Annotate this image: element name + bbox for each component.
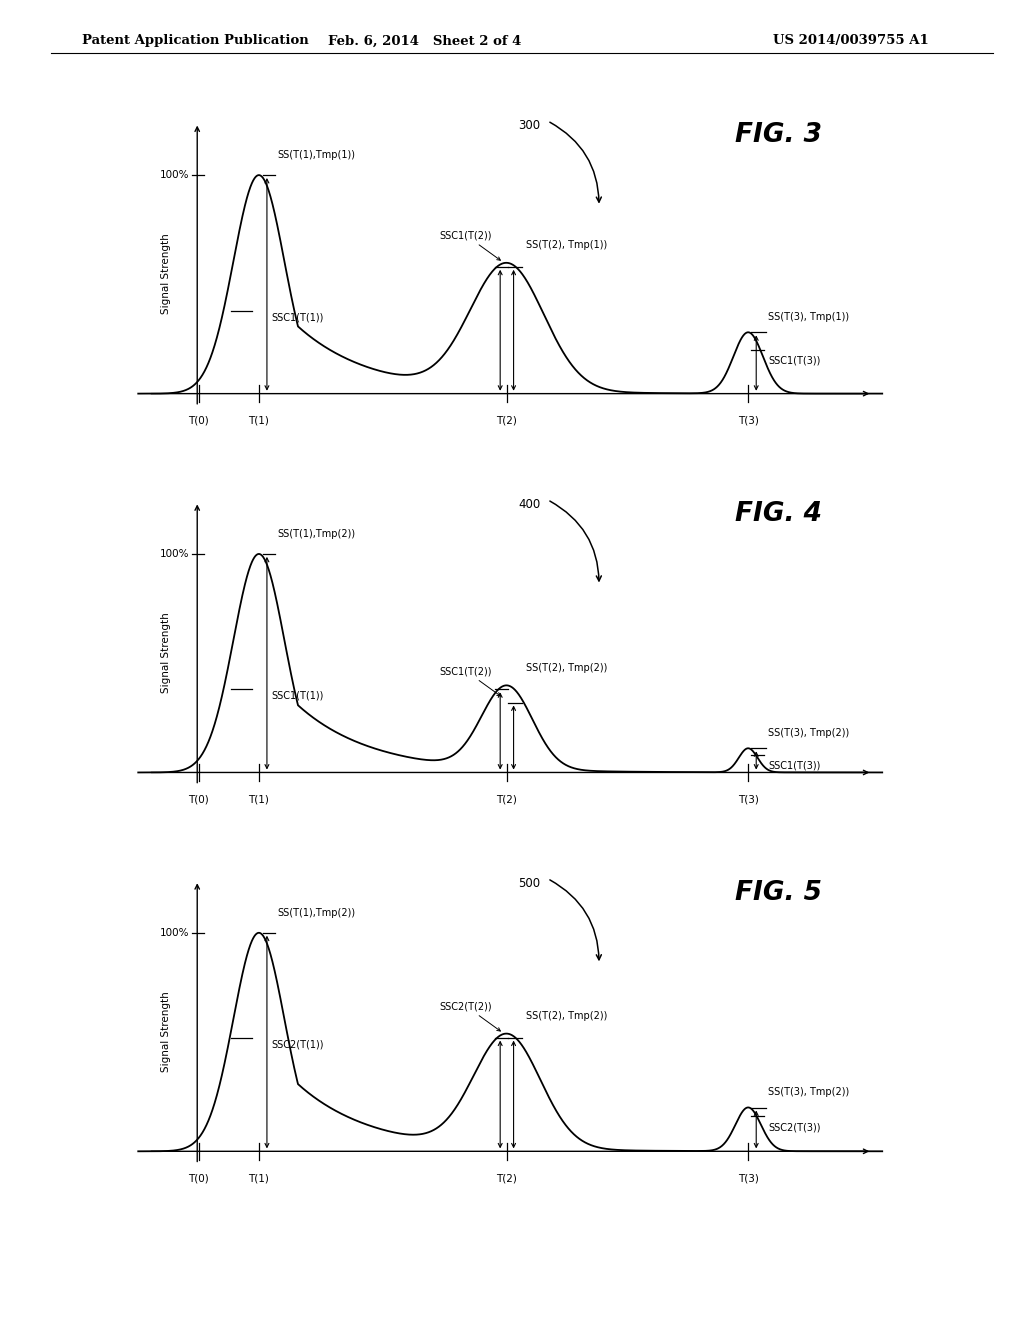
Text: SS(T(2), Tmp(2)): SS(T(2), Tmp(2)) bbox=[525, 663, 607, 673]
Text: SSC1(T(2)): SSC1(T(2)) bbox=[440, 231, 501, 260]
Text: FIG. 3: FIG. 3 bbox=[735, 123, 822, 148]
Text: SS(T(1),Tmp(2)): SS(T(1),Tmp(2)) bbox=[278, 908, 355, 919]
Text: 500: 500 bbox=[518, 876, 540, 890]
Text: US 2014/0039755 A1: US 2014/0039755 A1 bbox=[773, 34, 929, 48]
Text: T(0): T(0) bbox=[188, 795, 209, 804]
Text: T(0): T(0) bbox=[188, 1173, 209, 1183]
Text: SSC2(T(3)): SSC2(T(3)) bbox=[768, 1122, 821, 1133]
Text: SS(T(2), Tmp(2)): SS(T(2), Tmp(2)) bbox=[525, 1011, 607, 1020]
Text: SS(T(1),Tmp(1)): SS(T(1),Tmp(1)) bbox=[278, 150, 355, 161]
Text: SSC1(T(1)): SSC1(T(1)) bbox=[271, 312, 324, 322]
Text: SSC1(T(3)): SSC1(T(3)) bbox=[768, 356, 820, 366]
Text: SSC1(T(3)): SSC1(T(3)) bbox=[768, 760, 820, 771]
Text: SSC2(T(2)): SSC2(T(2)) bbox=[440, 1002, 501, 1031]
Text: 100%: 100% bbox=[160, 549, 189, 558]
Text: 400: 400 bbox=[518, 498, 541, 511]
Text: SS(T(3), Tmp(2)): SS(T(3), Tmp(2)) bbox=[768, 729, 850, 738]
Text: FIG. 5: FIG. 5 bbox=[735, 880, 822, 906]
Text: Signal Strength: Signal Strength bbox=[162, 991, 171, 1072]
Text: T(1): T(1) bbox=[249, 1173, 269, 1183]
Text: T(3): T(3) bbox=[737, 795, 759, 804]
Text: SS(T(1),Tmp(2)): SS(T(1),Tmp(2)) bbox=[278, 529, 355, 540]
Text: FIG. 4: FIG. 4 bbox=[735, 502, 822, 527]
Text: SSC1(T(1)): SSC1(T(1)) bbox=[271, 690, 324, 701]
Text: Signal Strength: Signal Strength bbox=[162, 234, 171, 314]
Text: Feb. 6, 2014   Sheet 2 of 4: Feb. 6, 2014 Sheet 2 of 4 bbox=[329, 34, 521, 48]
Text: SS(T(3), Tmp(1)): SS(T(3), Tmp(1)) bbox=[768, 312, 849, 322]
Text: T(2): T(2) bbox=[497, 416, 517, 425]
Text: T(0): T(0) bbox=[188, 416, 209, 425]
Text: SSC1(T(2)): SSC1(T(2)) bbox=[440, 667, 501, 696]
Text: Signal Strength: Signal Strength bbox=[162, 612, 171, 693]
Text: 300: 300 bbox=[518, 119, 540, 132]
Text: Patent Application Publication: Patent Application Publication bbox=[82, 34, 308, 48]
Text: T(2): T(2) bbox=[497, 795, 517, 804]
Text: 100%: 100% bbox=[160, 170, 189, 180]
Text: SSC2(T(1)): SSC2(T(1)) bbox=[271, 1039, 324, 1049]
Text: T(1): T(1) bbox=[249, 416, 269, 425]
Text: T(1): T(1) bbox=[249, 795, 269, 804]
Text: T(3): T(3) bbox=[737, 416, 759, 425]
Text: T(3): T(3) bbox=[737, 1173, 759, 1183]
Text: 100%: 100% bbox=[160, 928, 189, 937]
Text: T(2): T(2) bbox=[497, 1173, 517, 1183]
Text: SS(T(2), Tmp(1)): SS(T(2), Tmp(1)) bbox=[525, 240, 607, 249]
Text: SS(T(3), Tmp(2)): SS(T(3), Tmp(2)) bbox=[768, 1088, 850, 1097]
